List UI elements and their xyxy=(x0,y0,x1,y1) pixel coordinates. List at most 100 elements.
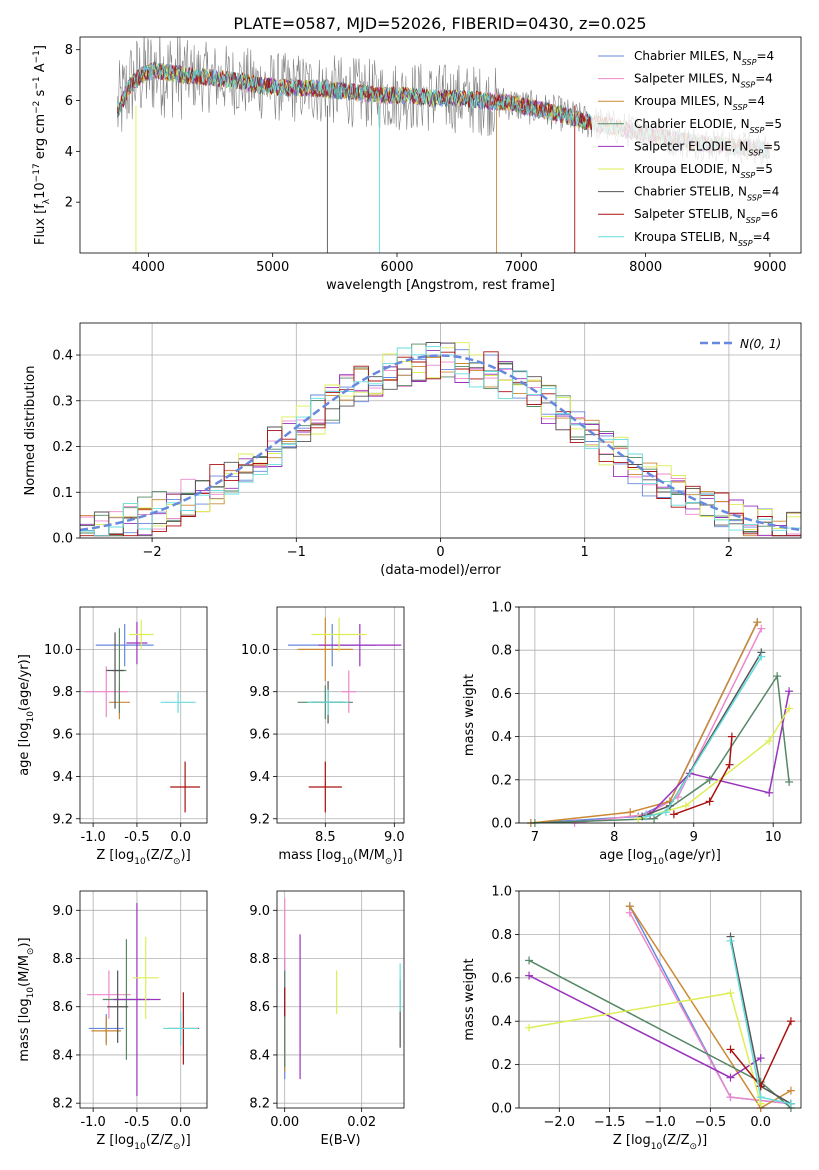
y-tick-label: 0.4 xyxy=(491,730,512,745)
y-tick-label: 0.8 xyxy=(491,928,512,943)
y-tick-label: 8.8 xyxy=(249,952,270,967)
series-line xyxy=(528,974,762,1079)
x-axis-label: age [log10(age/yr)] xyxy=(599,848,721,867)
x-axis-label: wavelength [Angstrom, rest frame] xyxy=(326,278,555,293)
y-tick-label: 0.2 xyxy=(52,440,73,455)
series-line xyxy=(673,736,733,816)
x-tick-label: 8000 xyxy=(629,260,662,275)
legend-label: Salpeter STELIB, NSSP=6 xyxy=(634,207,778,225)
axes-frame xyxy=(79,890,208,1109)
y-tick-label: 8.4 xyxy=(249,1048,270,1063)
x-axis-label: E(B-V) xyxy=(320,1133,360,1148)
x-tick-label: 0.0 xyxy=(750,1115,771,1130)
x-tick-label: 8.5 xyxy=(315,830,336,845)
x-tick-label: -0.5 xyxy=(124,830,149,845)
series-line xyxy=(629,905,792,1108)
legend-label: Chabrier MILES, NSSP=4 xyxy=(634,49,774,67)
x-tick-label: 1 xyxy=(581,545,589,560)
y-tick-label: 1.0 xyxy=(491,601,512,616)
x-tick-label: 0.0 xyxy=(170,830,191,845)
weight_vs_age-panel: 7 8 9 10 0.0 0.2 0.4 0.6 0.8 1.0 age [log10(age/yr… xyxy=(462,601,802,867)
x-tick-label: −1.0 xyxy=(644,1115,676,1130)
x-tick-label: -1.0 xyxy=(80,1115,105,1130)
legend-label: N(0, 1) xyxy=(740,337,781,351)
y-tick-label: 0.3 xyxy=(52,394,73,409)
x-tick-label: 10 xyxy=(765,830,782,845)
y-tick-label: 0.6 xyxy=(491,687,512,702)
y-tick-label: 9.0 xyxy=(249,904,270,919)
x-tick-label: -0.5 xyxy=(124,1115,149,1130)
legend-label: Chabrier ELODIE, NSSP=5 xyxy=(634,117,782,135)
x-tick-label: 0.00 xyxy=(270,1115,299,1130)
x-tick-label: −2.0 xyxy=(543,1115,575,1130)
histogram-step xyxy=(80,342,801,537)
series-line xyxy=(649,691,790,815)
y-tick-label: 10.0 xyxy=(241,643,270,658)
weight_vs_Z-panel: −2.0 −1.5 −1.0 −0.5 0.0 0.0 0.2 0.4 0.6 0.8 1.0 Z [… xyxy=(462,885,802,1152)
x-tick-label: −2 xyxy=(143,545,162,560)
legend-label: Salpeter MILES, NSSP=4 xyxy=(634,72,773,90)
y-tick-label: 8.8 xyxy=(52,952,73,967)
axes-frame xyxy=(79,36,802,254)
y-tick-label: 0.6 xyxy=(491,971,512,986)
y-tick-label: 0.0 xyxy=(491,1102,512,1117)
y-axis-label: mass weight xyxy=(462,674,477,756)
y-tick-label: 8 xyxy=(65,43,73,58)
axes-frame xyxy=(276,606,405,824)
y-axis-label: Normed distribution xyxy=(23,366,38,496)
y-tick-label: 9.6 xyxy=(52,728,73,743)
x-axis-label: Z [log10(Z/Z⊙)] xyxy=(96,848,190,867)
y-tick-label: 6 xyxy=(65,94,73,109)
y-tick-label: 8.6 xyxy=(249,1000,270,1015)
legend-label: Chabrier STELIB, NSSP=4 xyxy=(634,185,779,203)
x-tick-label: 0 xyxy=(436,545,444,560)
x-tick-label: −1 xyxy=(287,545,306,560)
y-axis-label: mass weight xyxy=(462,958,477,1040)
x-tick-label: 5000 xyxy=(256,260,289,275)
y-tick-label: 8.2 xyxy=(249,1097,270,1112)
y-tick-label: 9.0 xyxy=(52,904,73,919)
series-line xyxy=(574,628,762,823)
x-axis-label: (data-model)/error xyxy=(380,563,501,578)
y-tick-label: 0.8 xyxy=(491,644,512,659)
x-axis-label: Z [log10(Z/Z⊙)] xyxy=(96,1133,190,1152)
y-tick-label: 9.2 xyxy=(249,812,270,827)
mass_vs_ebv-panel: 0.00 0.02 8.2 8.4 8.6 8.8 9.0 E(B-V) xyxy=(249,890,405,1148)
y-tick-label: 0.0 xyxy=(491,817,512,832)
residuals-panel: −2 −1 0 1 2 0.0 0.1 0.2 0.3 0.4 (data-model)/error… xyxy=(23,322,802,578)
x-tick-label: 7000 xyxy=(505,260,538,275)
mass_vs_Z-panel: -1.0 -0.5 0.0 8.2 8.4 8.6 8.8 9.0 Z [log10(Z/Z⊙)… xyxy=(17,890,208,1152)
x-tick-label: 8 xyxy=(610,830,618,845)
y-tick-label: 8.6 xyxy=(52,1000,73,1015)
y-tick-label: 9.2 xyxy=(52,812,73,827)
series-line xyxy=(641,652,762,818)
legend-label: Kroupa ELODIE, NSSP=5 xyxy=(634,162,773,180)
y-tick-label: 4 xyxy=(65,145,73,160)
y-tick-label: 9.8 xyxy=(52,685,73,700)
legend-box xyxy=(592,42,798,248)
series-line xyxy=(530,621,758,823)
x-tick-label: 0.02 xyxy=(347,1115,376,1130)
y-tick-label: 0.0 xyxy=(52,532,73,547)
y-tick-label: 9.4 xyxy=(249,770,270,785)
axes-frame xyxy=(79,606,208,824)
age_vs_mass-panel: 8.5 9.0 9.2 9.4 9.6 9.8 10.0 mass [log10(M/M⊙)] xyxy=(241,606,405,867)
age_vs_Z-panel: -1.0 -0.5 0.0 9.2 9.4 9.6 9.8 10.0 Z [log10(Z/Z⊙… xyxy=(17,606,208,867)
x-tick-label: 2 xyxy=(725,545,733,560)
y-tick-label: 9.4 xyxy=(52,770,73,785)
y-tick-label: 0.1 xyxy=(52,486,73,501)
legend-label: Kroupa STELIB, NSSP=4 xyxy=(634,230,770,248)
y-axis-label: mass [log10(M/M⊙)] xyxy=(17,937,36,1061)
legend-label: Salpeter ELODIE, NSSP=5 xyxy=(634,139,781,157)
y-tick-label: 8.2 xyxy=(52,1097,73,1112)
y-axis-label: age [log10(age/yr)] xyxy=(17,654,36,776)
x-tick-label: −1.5 xyxy=(594,1115,626,1130)
x-tick-label: 7 xyxy=(531,830,539,845)
gaussian-curve xyxy=(80,354,801,532)
x-axis-label: mass [log10(M/M⊙)] xyxy=(278,848,402,867)
legend-label: Kroupa MILES, NSSP=4 xyxy=(634,94,765,112)
y-tick-label: 0.2 xyxy=(491,1058,512,1073)
y-tick-label: 9.6 xyxy=(249,728,270,743)
x-tick-label: 0.0 xyxy=(170,1115,191,1130)
